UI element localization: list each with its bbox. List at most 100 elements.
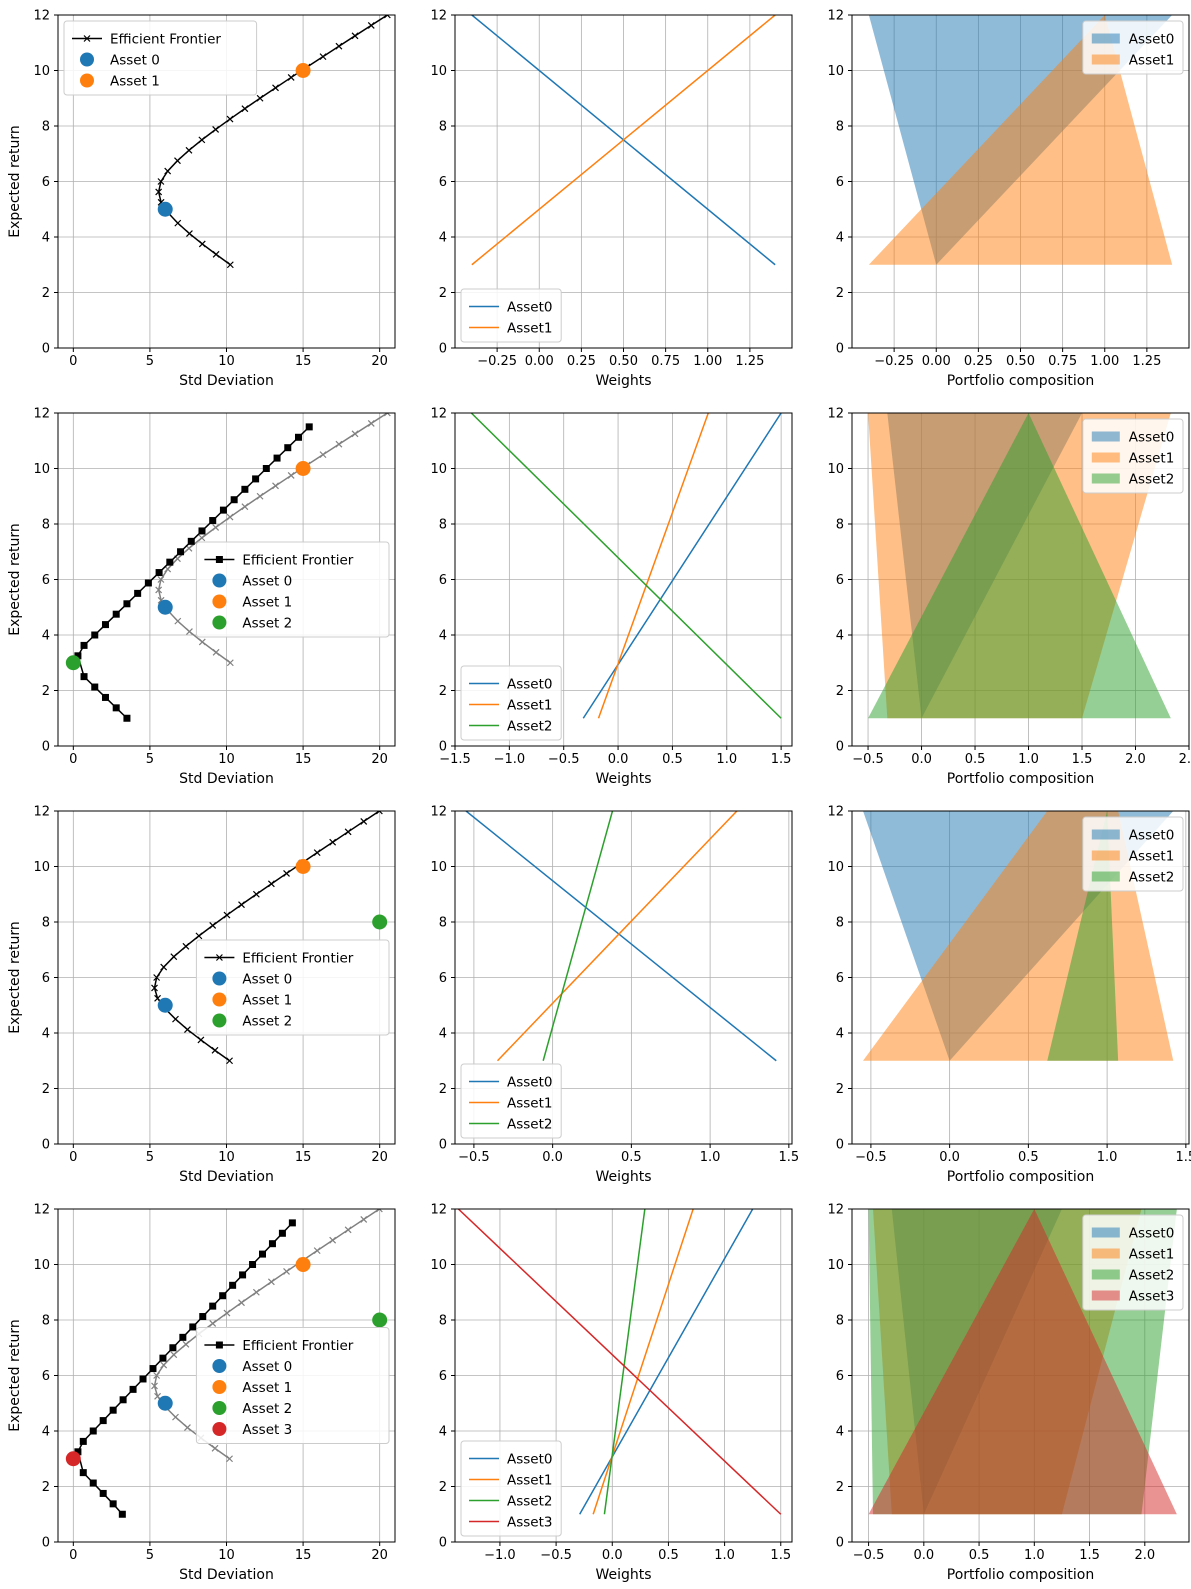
y-tick-label: 4	[42, 629, 50, 644]
legend-label: Asset 0	[242, 574, 292, 590]
y-tick-label: 2	[439, 1480, 447, 1495]
x-tick-label: 0.50	[1006, 354, 1035, 369]
marker-square	[118, 1510, 126, 1518]
marker-x	[329, 1236, 337, 1244]
legend: Efficient Frontier Asset 0 Asset 1 Asset 2 A…	[195, 1327, 390, 1444]
y-tick-label: 8	[836, 916, 844, 931]
x-axis-label: Portfolio composition	[947, 1169, 1094, 1185]
marker-x	[186, 230, 193, 237]
legend-label: Asset 2	[242, 1401, 292, 1417]
legend: Efficient Frontier Asset 0 Asset 1 Asset 2	[195, 541, 390, 638]
y-tick-label: 0	[836, 1138, 844, 1153]
legend-label: Asset 1	[242, 993, 292, 1009]
legend-label: Asset 1	[110, 74, 160, 90]
legend-label: Efficient Frontier	[110, 32, 221, 48]
marker-square	[89, 1427, 97, 1435]
legend-item: Asset0	[469, 677, 553, 693]
legend-swatch	[1091, 54, 1120, 65]
marker-x	[267, 1278, 275, 1286]
legend-item: Efficient Frontier	[72, 32, 221, 48]
legend-swatch	[212, 971, 227, 986]
chart-panel-r0c0: 0 5 10 15 20 0 2 4 6 8 10 12 Std Deviation Expected r…	[7, 9, 396, 389]
legend-swatch	[1091, 1290, 1120, 1301]
marker-x	[154, 994, 161, 1002]
marker-x	[335, 440, 343, 448]
y-tick-label: 10	[827, 860, 844, 875]
x-tick-label: 5	[146, 1150, 154, 1165]
line-asset0	[465, 811, 777, 1062]
legend-item: Asset 1	[212, 1380, 292, 1396]
y-tick-label: 12	[827, 9, 844, 24]
marker-x	[313, 849, 321, 857]
marker-square	[169, 1344, 177, 1352]
legend-item: Asset0	[1091, 1226, 1175, 1242]
area-band-asset1	[868, 15, 1173, 265]
marker-square	[112, 704, 120, 712]
marker-x	[198, 638, 206, 646]
x-tick-label: 2.0	[1125, 752, 1146, 767]
legend-label: Asset1	[1129, 53, 1175, 69]
y-tick-label: 6	[42, 175, 50, 190]
legend: Asset0 Asset1 Asset2	[460, 1063, 562, 1139]
x-tick-label: 0.25	[964, 354, 993, 369]
marker-x	[195, 932, 203, 940]
chart-panel-r1c1: −1.5 −1.0 −0.5 0.0 0.5 1.0 1.5 0 2 4 6 8 10 12 Weights…	[430, 407, 793, 787]
x-tick-label: 5	[146, 354, 154, 369]
legend-frame	[1082, 1214, 1184, 1311]
marker-x	[172, 1015, 179, 1023]
line-asset2	[603, 1209, 646, 1515]
x-tick-label: 1.25	[735, 354, 764, 369]
legend: Efficient Frontier Asset 0 Asset 1	[63, 20, 258, 96]
y-tick-label: 12	[430, 407, 447, 422]
plot-area	[470, 413, 782, 719]
legend-item: Asset 1	[212, 594, 292, 611]
legend-label: Asset3	[507, 1515, 553, 1531]
legend-label: Asset 1	[242, 595, 292, 611]
y-tick-label: 12	[33, 407, 50, 422]
y-tick-label: 6	[836, 971, 844, 986]
y-tick-label: 6	[836, 573, 844, 588]
legend-item: Asset0	[469, 1075, 553, 1091]
line-asset0	[582, 413, 782, 719]
marker-x	[198, 534, 206, 542]
marker-x	[151, 984, 158, 992]
x-tick-label: −0.5	[855, 1150, 887, 1165]
y-tick-label: 12	[827, 805, 844, 820]
marker-square	[189, 1323, 197, 1331]
x-tick-label: −0.5	[540, 1548, 572, 1563]
marker-x	[155, 586, 163, 594]
legend-label: Asset 0	[242, 972, 292, 988]
marker-x	[164, 167, 172, 175]
marker-square	[229, 1281, 237, 1289]
marker-x	[157, 178, 165, 185]
legend-label: Asset2	[1129, 1268, 1175, 1284]
marker-x	[272, 84, 279, 92]
legend-label: Efficient Frontier	[242, 553, 353, 569]
area-band-asset3	[868, 1209, 1177, 1515]
legend-label: Asset0	[1129, 1226, 1175, 1242]
marker-x	[267, 880, 275, 888]
legend-swatch	[1091, 452, 1120, 463]
x-tick-label: 2.5	[1179, 752, 1191, 767]
marker-square	[278, 1229, 286, 1237]
marker-square	[134, 589, 142, 597]
legend-swatch	[212, 1380, 227, 1394]
legend-swatch	[1091, 1269, 1120, 1280]
legend-label: Asset0	[507, 677, 553, 693]
legend-item: Asset 1	[212, 992, 292, 1009]
line-efficient-frontier	[77, 1222, 293, 1515]
marker-x	[375, 811, 383, 815]
legend-label: Asset 2	[242, 616, 292, 632]
legend-item: Asset2	[469, 1117, 553, 1133]
marker-square	[80, 673, 88, 681]
x-axis-label: Portfolio composition	[947, 373, 1094, 389]
y-tick-label: 10	[430, 1258, 447, 1273]
marker-x	[344, 1226, 352, 1234]
marker-x	[226, 115, 234, 123]
y-tick-label: 8	[439, 518, 447, 533]
legend-label: Asset 1	[242, 1380, 292, 1396]
legend-marker	[215, 556, 223, 563]
chart-panel-r2c2: −0.5 0.0 0.5 1.0 1.5 0 2 4 6 8 10 12 Portfolio compo…	[827, 805, 1191, 1186]
marker-x	[335, 42, 343, 50]
